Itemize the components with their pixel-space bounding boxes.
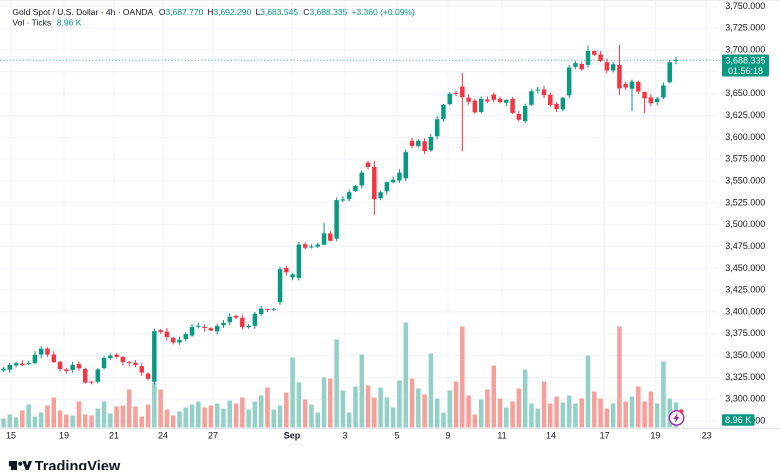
svg-text:Vol · Ticks: Vol · Ticks xyxy=(12,18,51,28)
svg-text:21: 21 xyxy=(109,430,119,440)
svg-text:3,688.335: 3,688.335 xyxy=(725,56,765,66)
svg-text:3,575.000: 3,575.000 xyxy=(725,154,765,164)
svg-text:3,500.000: 3,500.000 xyxy=(725,219,765,229)
svg-text:19: 19 xyxy=(59,430,69,440)
svg-text:01:56:18: 01:56:18 xyxy=(728,66,763,76)
svg-text:O3,687.770: O3,687.770 xyxy=(159,7,204,17)
svg-text:3,700.000: 3,700.000 xyxy=(725,45,765,55)
svg-text:5: 5 xyxy=(394,430,399,440)
svg-text:3,425.000: 3,425.000 xyxy=(725,285,765,295)
svg-text:3,650.000: 3,650.000 xyxy=(725,88,765,98)
svg-text:24: 24 xyxy=(158,430,168,440)
svg-text:3,400.000: 3,400.000 xyxy=(725,306,765,316)
svg-text:19: 19 xyxy=(650,430,660,440)
svg-text:8.96 K: 8.96 K xyxy=(725,415,751,425)
svg-text:11: 11 xyxy=(497,430,506,440)
svg-text:3,475.000: 3,475.000 xyxy=(725,241,765,251)
svg-text:3,600.000: 3,600.000 xyxy=(725,132,765,142)
svg-text:3,550.000: 3,550.000 xyxy=(725,175,765,185)
svg-text:3,725.000: 3,725.000 xyxy=(725,23,765,33)
svg-text:3,625.000: 3,625.000 xyxy=(725,110,765,120)
svg-text:27: 27 xyxy=(208,430,218,440)
svg-text:+3.360 (+0.09%): +3.360 (+0.09%) xyxy=(352,7,415,17)
svg-text:C3,688.335: C3,688.335 xyxy=(303,7,347,17)
svg-text:8.96 K: 8.96 K xyxy=(57,18,82,28)
svg-text:15: 15 xyxy=(6,430,16,440)
svg-text:3,750.000: 3,750.000 xyxy=(725,1,765,11)
svg-text:3: 3 xyxy=(342,430,347,440)
svg-text:Sep: Sep xyxy=(284,430,301,440)
svg-text:TradingView: TradingView xyxy=(35,459,121,470)
svg-text:17: 17 xyxy=(600,430,610,440)
svg-text:3,375.000: 3,375.000 xyxy=(725,328,765,338)
svg-text:L3,683.545: L3,683.545 xyxy=(256,7,299,17)
svg-text:23: 23 xyxy=(702,430,712,440)
svg-text:3,525.000: 3,525.000 xyxy=(725,197,765,207)
svg-text:Gold Spot / U.S. Dollar · 4h ·: Gold Spot / U.S. Dollar · 4h · OANDA xyxy=(12,7,153,17)
svg-text:H3,692.290: H3,692.290 xyxy=(207,7,251,17)
svg-text:3,350.000: 3,350.000 xyxy=(725,350,765,360)
svg-text:3,300.000: 3,300.000 xyxy=(725,394,765,404)
svg-text:3,450.000: 3,450.000 xyxy=(725,263,765,273)
svg-text:9: 9 xyxy=(445,430,450,440)
svg-text:14: 14 xyxy=(546,430,556,440)
svg-text:3,325.000: 3,325.000 xyxy=(725,372,765,382)
